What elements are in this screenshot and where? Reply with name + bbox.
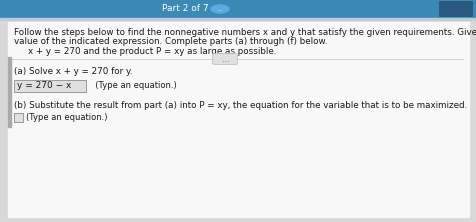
Ellipse shape	[210, 5, 228, 13]
Text: y = 270 − x: y = 270 − x	[17, 81, 71, 91]
Text: (Type an equation.): (Type an equation.)	[90, 81, 177, 91]
Text: x + y = 270 and the product P = xy as large as possible.: x + y = 270 and the product P = xy as la…	[28, 47, 276, 56]
Text: value of the indicated expression. Complete parts (a) through (f) below.: value of the indicated expression. Compl…	[14, 37, 327, 46]
Text: Part 2 of 7: Part 2 of 7	[161, 4, 208, 14]
Text: (b) Substitute the result from part (a) into P = xy, the equation for the variab: (b) Substitute the result from part (a) …	[14, 101, 466, 110]
Bar	[0, 0, 476, 18]
Text: …: …	[221, 54, 228, 63]
Text: (a) Solve x + y = 270 for y.: (a) Solve x + y = 270 for y.	[14, 67, 132, 76]
FancyBboxPatch shape	[212, 54, 237, 65]
Bar	[0, 18, 476, 21]
Bar	[8, 57, 11, 127]
Text: ...: ...	[216, 6, 223, 12]
FancyBboxPatch shape	[438, 1, 472, 17]
Text: Follow the steps below to find the nonnegative numbers x and y that satisfy the : Follow the steps below to find the nonne…	[14, 28, 476, 37]
FancyBboxPatch shape	[14, 80, 86, 92]
Text: (Type an equation.): (Type an equation.)	[26, 113, 107, 123]
Bar	[8, 22, 468, 217]
FancyBboxPatch shape	[14, 113, 23, 122]
